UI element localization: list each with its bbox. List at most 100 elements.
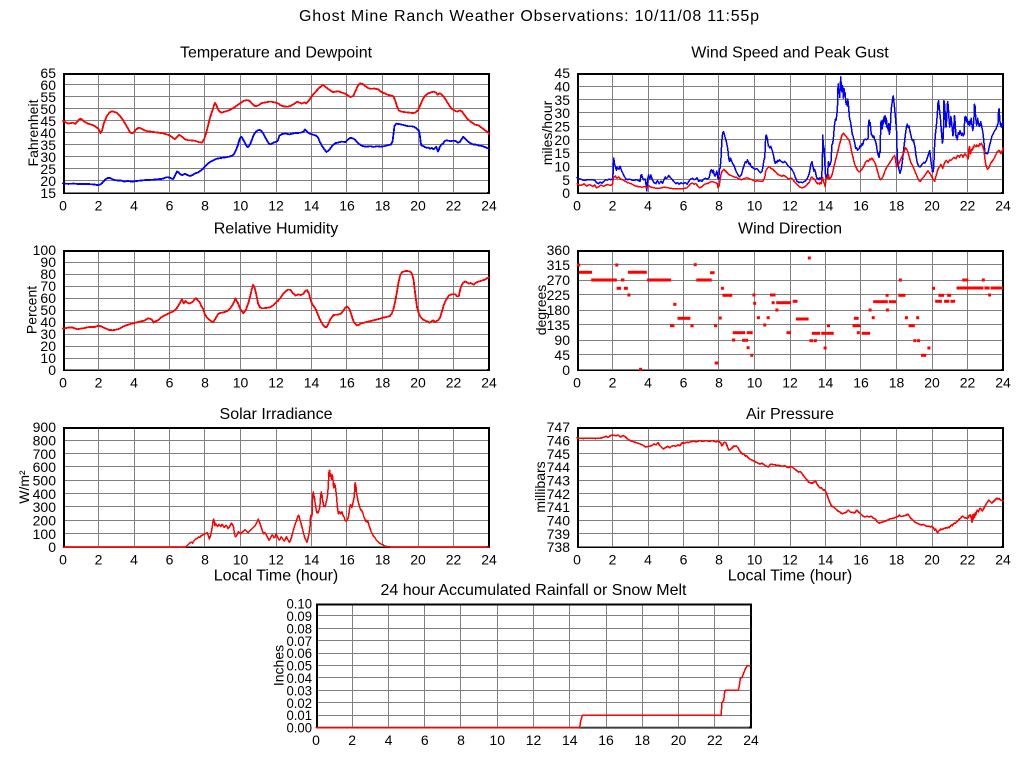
svg-text:0: 0 [562, 362, 570, 378]
svg-text:14: 14 [818, 552, 834, 568]
svg-text:900: 900 [33, 419, 57, 435]
svg-text:739: 739 [547, 526, 571, 542]
svg-text:6: 6 [421, 732, 429, 748]
svg-text:14: 14 [304, 375, 320, 391]
svg-text:30: 30 [40, 149, 56, 165]
svg-text:18: 18 [889, 198, 905, 214]
svg-text:0: 0 [48, 362, 56, 378]
svg-text:0: 0 [59, 198, 67, 214]
svg-text:60: 60 [40, 290, 56, 306]
svg-text:315: 315 [547, 257, 571, 273]
svg-text:6: 6 [166, 552, 174, 568]
svg-text:Inches: Inches [271, 645, 287, 686]
svg-text:16: 16 [339, 375, 355, 391]
svg-text:12: 12 [268, 198, 284, 214]
svg-text:Solar Irradiance: Solar Irradiance [220, 406, 333, 423]
svg-text:800: 800 [33, 432, 57, 448]
svg-text:15: 15 [554, 145, 570, 161]
svg-text:40: 40 [554, 78, 570, 94]
svg-text:18: 18 [375, 552, 391, 568]
svg-text:0: 0 [312, 732, 320, 748]
svg-text:Fahrenheit: Fahrenheit [25, 99, 41, 166]
svg-text:20: 20 [410, 552, 426, 568]
svg-text:700: 700 [33, 446, 57, 462]
svg-text:20: 20 [40, 338, 56, 354]
svg-text:2: 2 [95, 375, 103, 391]
svg-text:225: 225 [547, 287, 571, 303]
svg-text:millibars: millibars [532, 461, 548, 512]
svg-text:45: 45 [554, 347, 570, 363]
svg-text:90: 90 [554, 332, 570, 348]
svg-text:400: 400 [33, 486, 57, 502]
svg-text:24: 24 [995, 552, 1011, 568]
svg-text:135: 135 [547, 317, 571, 333]
svg-text:22: 22 [446, 375, 462, 391]
svg-text:4: 4 [644, 552, 652, 568]
svg-text:18: 18 [634, 732, 650, 748]
svg-text:0: 0 [48, 539, 56, 555]
svg-text:Relative Humidity: Relative Humidity [214, 221, 338, 238]
svg-text:12: 12 [268, 375, 284, 391]
svg-text:35: 35 [40, 137, 56, 153]
svg-text:22: 22 [960, 375, 976, 391]
svg-text:18: 18 [889, 552, 905, 568]
svg-text:0.09: 0.09 [287, 608, 313, 624]
svg-text:742: 742 [547, 486, 571, 502]
svg-text:10: 10 [233, 375, 249, 391]
svg-text:6: 6 [680, 552, 688, 568]
svg-text:746: 746 [547, 432, 571, 448]
svg-text:2: 2 [609, 552, 617, 568]
svg-text:0: 0 [573, 375, 581, 391]
svg-text:20: 20 [410, 198, 426, 214]
svg-text:15: 15 [40, 185, 56, 201]
svg-text:360: 360 [547, 242, 571, 258]
svg-text:65: 65 [40, 65, 56, 81]
svg-text:Percent: Percent [24, 286, 40, 334]
svg-text:747: 747 [547, 419, 571, 435]
svg-text:30: 30 [554, 105, 570, 121]
svg-text:24: 24 [743, 732, 759, 748]
svg-text:45: 45 [554, 65, 570, 81]
svg-text:35: 35 [554, 92, 570, 108]
svg-text:22: 22 [960, 198, 976, 214]
svg-text:45: 45 [40, 113, 56, 129]
svg-text:14: 14 [304, 198, 320, 214]
svg-text:18: 18 [375, 375, 391, 391]
svg-text:745: 745 [547, 446, 571, 462]
svg-text:0.04: 0.04 [287, 670, 313, 686]
svg-text:8: 8 [201, 552, 209, 568]
svg-text:16: 16 [853, 375, 869, 391]
svg-text:16: 16 [339, 552, 355, 568]
svg-text:20: 20 [924, 375, 940, 391]
svg-text:0.08: 0.08 [287, 620, 313, 636]
svg-text:500: 500 [33, 472, 57, 488]
svg-text:12: 12 [782, 375, 798, 391]
svg-text:12: 12 [268, 552, 284, 568]
svg-text:10: 10 [554, 158, 570, 174]
svg-text:18: 18 [889, 375, 905, 391]
svg-text:10: 10 [747, 375, 763, 391]
svg-text:600: 600 [33, 459, 57, 475]
svg-text:14: 14 [818, 375, 834, 391]
svg-text:Local Time (hour): Local Time (hour) [728, 568, 853, 585]
svg-text:20: 20 [40, 173, 56, 189]
svg-text:0.02: 0.02 [287, 695, 313, 711]
svg-text:744: 744 [547, 459, 571, 475]
svg-text:0: 0 [562, 185, 570, 201]
svg-text:200: 200 [33, 512, 57, 528]
svg-text:50: 50 [40, 302, 56, 318]
svg-text:20: 20 [924, 552, 940, 568]
svg-text:0.00: 0.00 [287, 720, 313, 736]
svg-text:6: 6 [166, 375, 174, 391]
svg-text:55: 55 [40, 89, 56, 105]
svg-text:0.01: 0.01 [287, 707, 313, 723]
svg-text:0: 0 [573, 552, 581, 568]
svg-text:22: 22 [446, 552, 462, 568]
svg-text:10: 10 [233, 198, 249, 214]
svg-text:0.05: 0.05 [287, 658, 313, 674]
svg-text:8: 8 [201, 375, 209, 391]
svg-text:16: 16 [853, 552, 869, 568]
svg-text:miles/hour: miles/hour [539, 100, 555, 165]
svg-text:741: 741 [547, 499, 571, 515]
svg-text:0.03: 0.03 [287, 682, 313, 698]
